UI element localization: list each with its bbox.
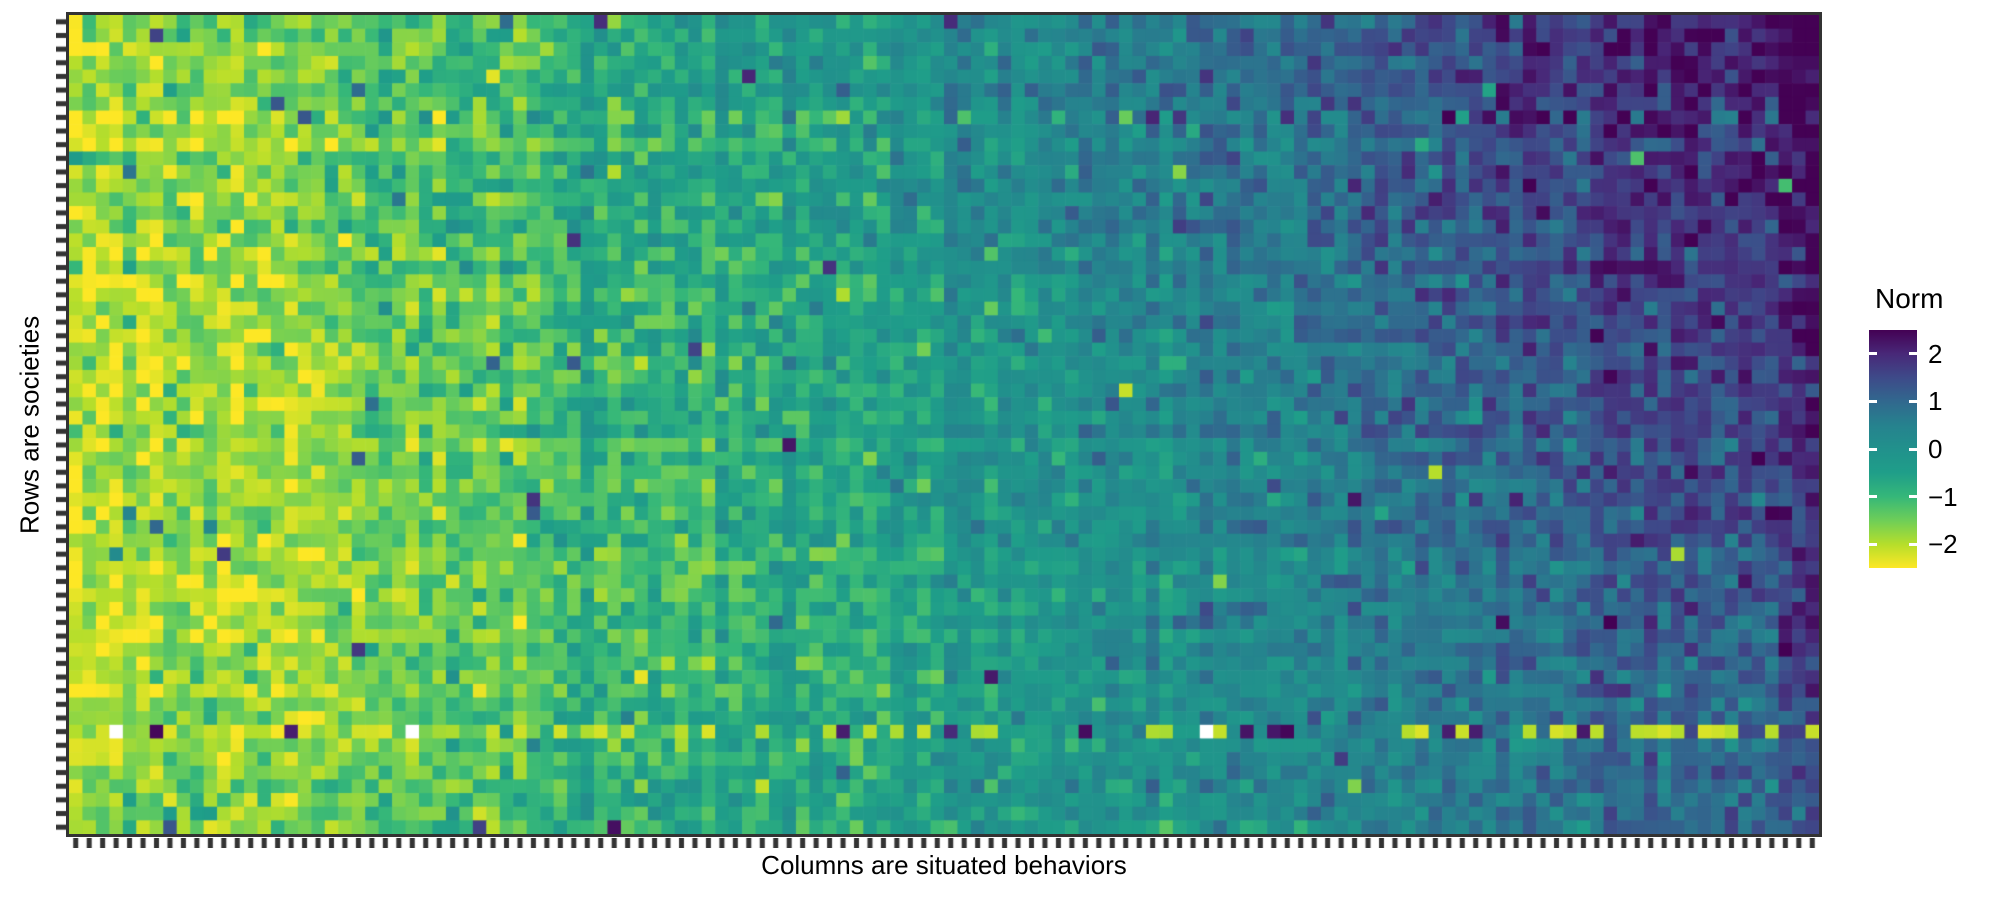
y-axis-label: Rows are societies	[14, 315, 45, 534]
legend-tick-mark	[1909, 542, 1917, 546]
legend-tick-mark	[1909, 447, 1917, 451]
legend-tick-mark	[1909, 352, 1917, 356]
legend-tick-mark	[1909, 399, 1917, 403]
legend-tick-mark	[1909, 495, 1917, 499]
legend-title: Norm	[1875, 283, 1944, 314]
legend-tick-label: −2	[1928, 529, 1958, 560]
y-axis-ticks	[56, 15, 66, 834]
legend-tick-label: 1	[1928, 386, 1943, 417]
legend-tick-mark	[1869, 542, 1877, 546]
x-axis-ticks	[69, 838, 1819, 848]
legend: Norm 2 1 0 −1 −2	[1869, 276, 2000, 616]
x-axis-label: Columns are situated behaviors	[761, 850, 1127, 880]
legend-tick-mark	[1869, 447, 1877, 451]
legend-tick-mark	[1869, 352, 1877, 356]
heatmap-canvas	[69, 15, 1819, 834]
legend-tick-label: 0	[1928, 434, 1943, 464]
legend-tick-mark	[1869, 399, 1877, 403]
legend-tick-label: 2	[1928, 338, 1943, 369]
legend-tick-mark	[1869, 495, 1877, 499]
legend-tick-label: −1	[1928, 481, 1958, 512]
